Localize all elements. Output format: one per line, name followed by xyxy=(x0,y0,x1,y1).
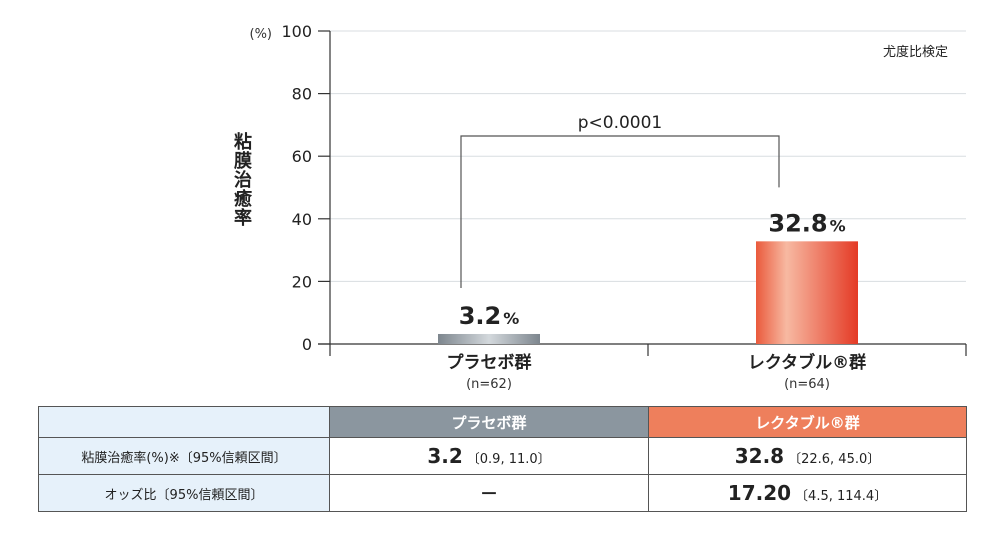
plot-area xyxy=(330,31,966,344)
bar xyxy=(438,333,540,344)
significance-bracket: p<0.0001 xyxy=(460,113,780,288)
table-header-rektabul: レクタブル®群 xyxy=(648,406,967,438)
placebo-healing-rate-value: 3.2 xyxy=(427,444,463,468)
placebo-odds-ratio-value: － xyxy=(480,484,498,505)
rektabul-healing-rate-ci: 〔22.6, 45.0〕 xyxy=(788,452,881,467)
bar xyxy=(756,241,858,344)
results-table: プラセボ群 レクタブル®群 粘膜治癒率(%)※〔95%信頼区間〕 3.2 〔0.9… xyxy=(38,406,967,512)
x-n-label: (n=62) xyxy=(466,377,512,392)
x-n-label: (n=64) xyxy=(784,377,830,392)
cell-rektabul-odds-ratio: 17.20 〔4.5, 114.4〕 xyxy=(648,474,967,512)
x-category-label: プラセボ群 xyxy=(447,352,532,373)
x-ticks xyxy=(647,344,967,356)
table-row: 粘膜治癒率(%)※〔95%信頼区間〕 3.2 〔0.9, 11.0〕 32.8 〔2… xyxy=(38,437,967,475)
significance-label: p<0.0001 xyxy=(578,113,663,133)
significance-bracket-line xyxy=(460,135,780,288)
table-row: オッズ比〔95%信頼区間〕 － 17.20 〔4.5, 114.4〕 xyxy=(38,474,967,512)
rektabul-odds-ratio-value: 17.20 xyxy=(727,481,792,505)
cell-placebo-healing-rate: 3.2 〔0.9, 11.0〕 xyxy=(329,437,649,475)
y-unit-label: (%) xyxy=(250,27,273,42)
bar-chart: 0 20 40 60 80 100 (%) 尤度比検定 3.2 % 32.8% p<0.000… xyxy=(250,22,967,392)
y-tick-label: 0 xyxy=(302,335,312,354)
placebo-healing-rate-ci: 〔0.9, 11.0〕 xyxy=(466,452,551,467)
bar-value-label: 3.2% xyxy=(459,302,520,330)
y-axis: 0 20 40 60 80 100 xyxy=(281,22,330,354)
row-label-healing-rate: 粘膜治癒率(%)※〔95%信頼区間〕 xyxy=(38,437,330,475)
bars: 3.2 % 32.8% xyxy=(438,209,858,344)
y-tick-label: 80 xyxy=(292,85,312,104)
rektabul-healing-rate-value: 32.8 xyxy=(734,444,785,468)
test-label: 尤度比検定 xyxy=(883,44,948,60)
grid-lines xyxy=(330,30,966,282)
row-label-odds-ratio: オッズ比〔95%信頼区間〕 xyxy=(38,474,330,512)
x-labels: プラセボ群 (n=62) レクタブル®群 (n=64) xyxy=(447,352,867,392)
y-tick-label: 100 xyxy=(281,22,312,41)
rektabul-odds-ratio-ci: 〔4.5, 114.4〕 xyxy=(795,489,888,504)
cell-rektabul-healing-rate: 32.8 〔22.6, 45.0〕 xyxy=(648,437,967,475)
bar-value-label: 32.8% xyxy=(768,209,845,237)
x-category-label: レクタブル®群 xyxy=(748,352,866,373)
y-tick-label: 40 xyxy=(292,210,312,229)
cell-placebo-odds-ratio: － xyxy=(329,474,649,512)
y-axis-label: 粘膜治癒率 xyxy=(231,132,252,227)
table-header-corner xyxy=(38,406,330,438)
table-header-placebo: プラセボ群 xyxy=(329,406,649,438)
y-tick-label: 60 xyxy=(292,147,312,166)
y-tick-label: 20 xyxy=(292,272,312,291)
table-header-row: プラセボ群 レクタブル®群 xyxy=(38,406,967,438)
